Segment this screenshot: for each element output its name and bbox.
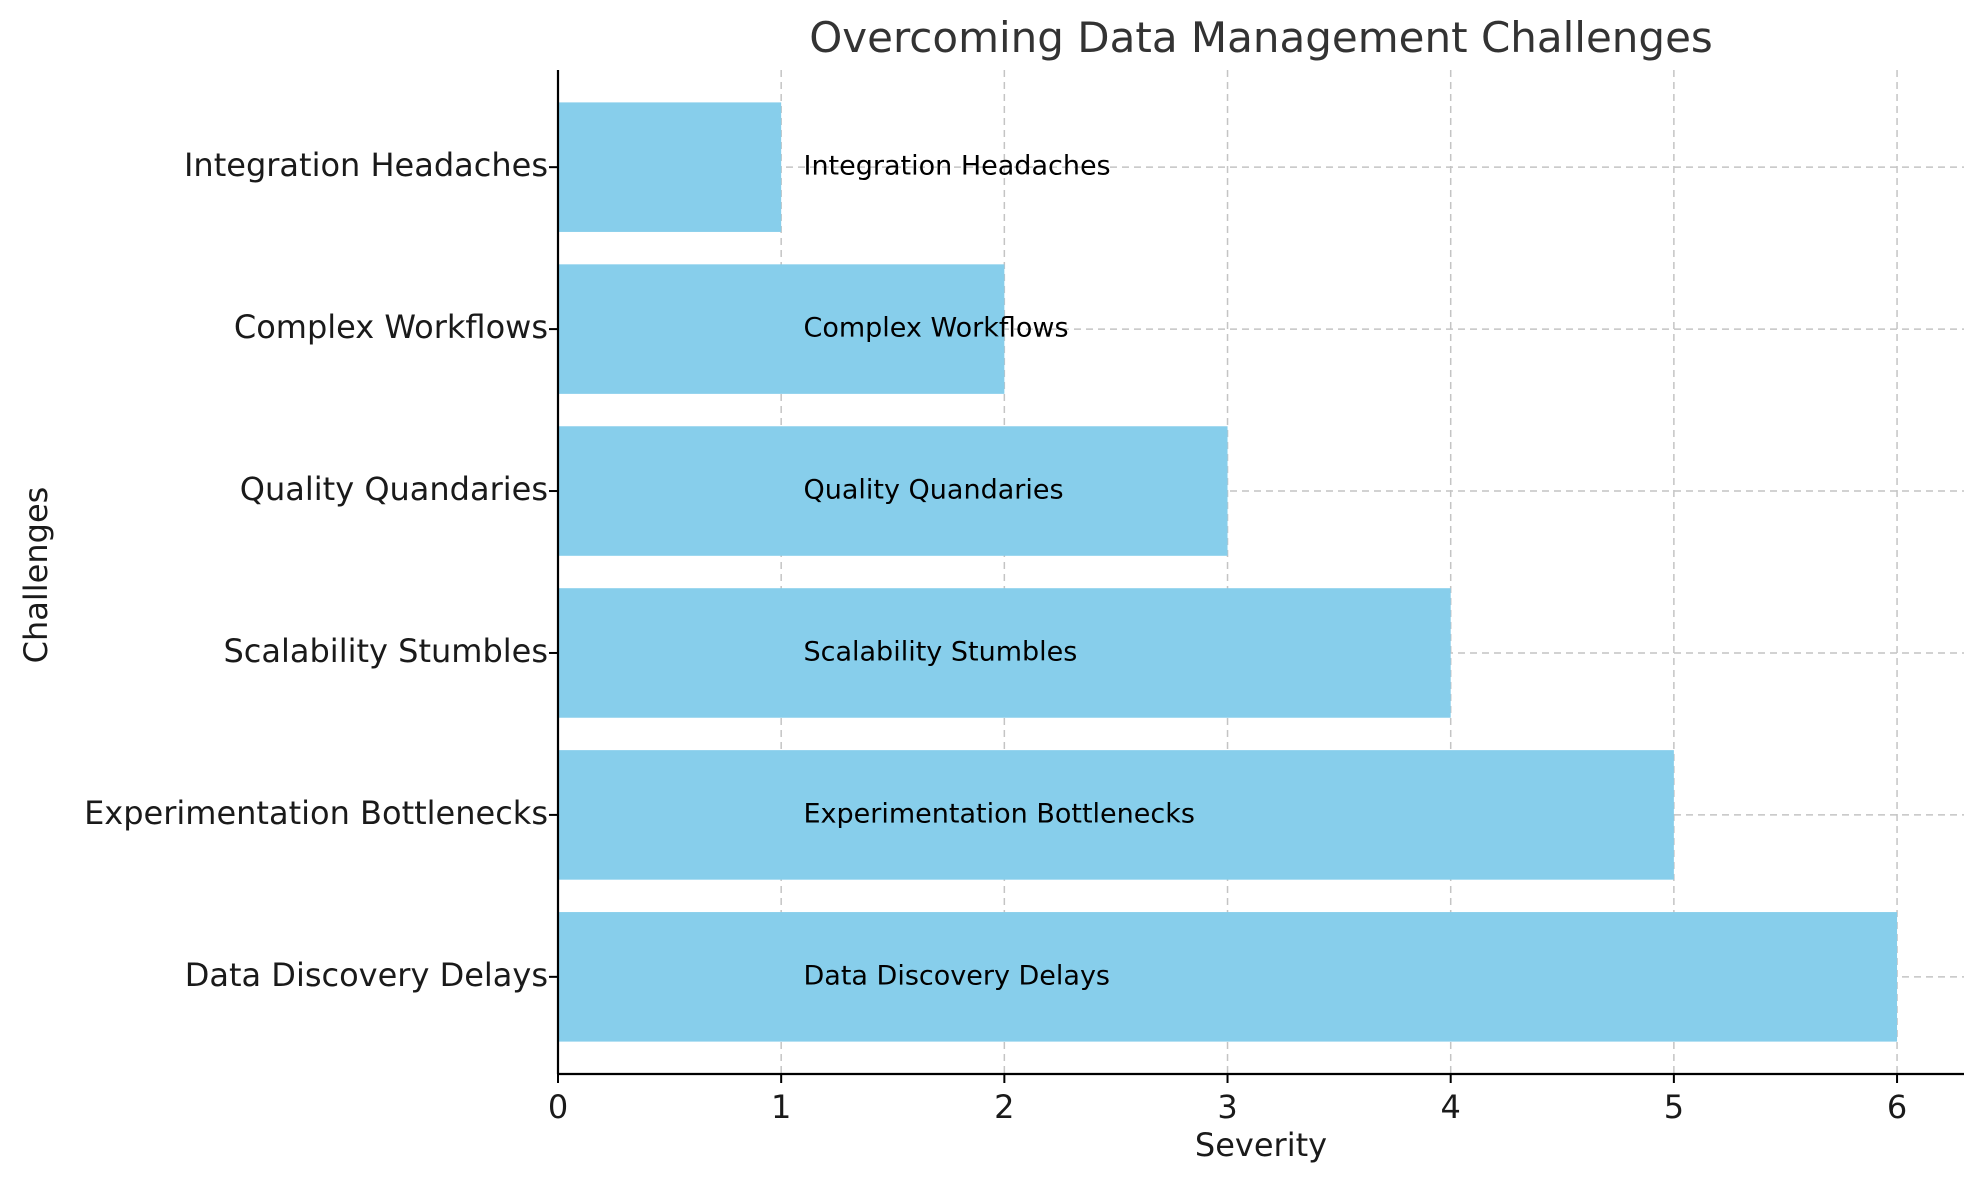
axis-layer: 0 1 2 3 4 5 6 Data Discovery Delays Experimentat… <box>84 70 1964 1126</box>
x-tick-label: 2 <box>994 1088 1014 1126</box>
y-tick-label: Complex Workflows <box>234 308 548 346</box>
bar <box>558 264 1005 394</box>
x-tick-label: 4 <box>1441 1088 1461 1126</box>
x-tick-label: 3 <box>1217 1088 1237 1126</box>
bar-data-label: Complex Workflows <box>803 313 1068 344</box>
y-tick-label: Scalability Stumbles <box>223 632 548 670</box>
x-tick-label: 1 <box>771 1088 791 1126</box>
x-axis-label: Severity <box>1195 1126 1327 1164</box>
x-tick-label: 6 <box>1887 1088 1907 1126</box>
bar <box>558 426 1228 556</box>
bar <box>558 750 1674 880</box>
bar-data-label: Scalability Stumbles <box>803 636 1077 667</box>
x-tick-label: 5 <box>1664 1088 1684 1126</box>
x-tick-label: 0 <box>548 1088 568 1126</box>
bar-data-label: Data Discovery Delays <box>803 960 1110 991</box>
chart-title: Overcoming Data Management Challenges <box>809 13 1713 62</box>
bar-data-label: Experimentation Bottlenecks <box>803 798 1194 829</box>
bar-layer: Data Discovery Delays Experimentation Bot… <box>558 102 1898 1042</box>
bar <box>558 588 1451 718</box>
bar-data-label: Quality Quandaries <box>803 475 1063 506</box>
y-tick-label: Data Discovery Delays <box>185 956 548 994</box>
y-tick-label: Experimentation Bottlenecks <box>84 794 548 832</box>
bar <box>558 912 1898 1042</box>
y-axis-label: Challenges <box>17 487 55 664</box>
bar-data-label: Integration Headaches <box>803 151 1110 182</box>
y-tick-label: Integration Headaches <box>184 146 548 184</box>
y-tick-label: Quality Quandaries <box>240 470 548 508</box>
bar <box>558 102 782 232</box>
